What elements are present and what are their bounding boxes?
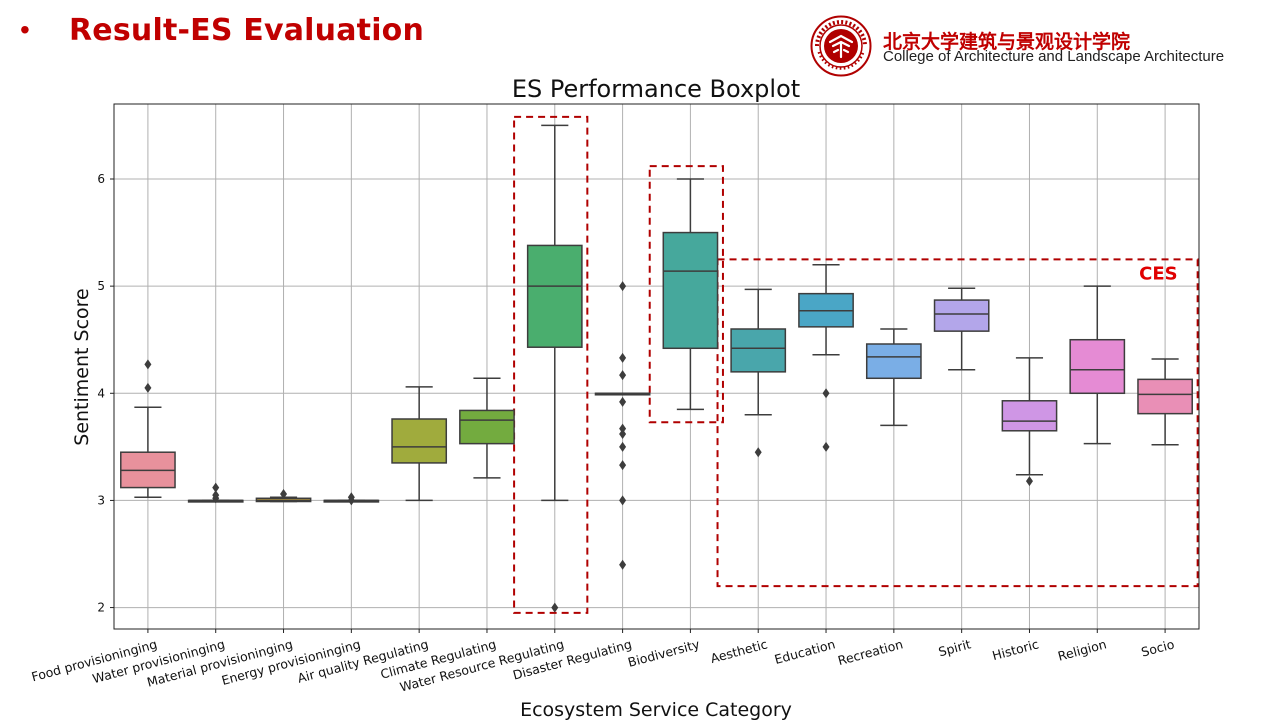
- outlier-point: [822, 441, 830, 452]
- outlier-point: [619, 423, 627, 434]
- box-iqr: [1001, 400, 1058, 432]
- y-tick-label: 6: [97, 172, 105, 186]
- outlier-point: [754, 447, 762, 458]
- box-iqr: [1069, 338, 1126, 395]
- box-group: [459, 377, 515, 479]
- y-tick-label: 3: [97, 493, 105, 507]
- highlight-label: CES: [1139, 263, 1177, 284]
- box-group: [526, 124, 583, 613]
- outlier-point: [822, 388, 830, 399]
- outlier-point: [212, 482, 220, 493]
- box-group: [187, 482, 244, 504]
- box-group: [255, 489, 312, 503]
- outlier-point: [551, 602, 559, 613]
- box-iqr: [1137, 378, 1193, 415]
- box-group: [120, 359, 176, 498]
- chart-title: ES Performance Boxplot: [512, 75, 800, 103]
- box-iqr: [459, 409, 515, 445]
- outlier-point: [619, 370, 627, 381]
- x-tick-label: Education: [773, 636, 837, 667]
- box-iqr: [662, 231, 719, 350]
- y-axis-label: Sentiment Score: [71, 288, 93, 445]
- x-tick-label: Historic: [991, 636, 1041, 663]
- box-group: [391, 386, 448, 502]
- bullet: •: [20, 14, 30, 45]
- box-group: [730, 288, 787, 458]
- box-group: [798, 263, 854, 452]
- box-group: [933, 287, 990, 371]
- outlier-point: [619, 441, 627, 452]
- box-group: [1069, 285, 1126, 445]
- box-group: [323, 492, 380, 506]
- outlier-point: [1025, 476, 1033, 487]
- x-tick-label: Recreation: [836, 636, 904, 668]
- x-axis-label: Ecosystem Service Category: [520, 699, 792, 720]
- outlier-point: [619, 281, 627, 292]
- outlier-point: [347, 492, 355, 503]
- slide-title: Result-ES Evaluation: [69, 13, 425, 48]
- outlier-point: [144, 359, 152, 370]
- outlier-point: [619, 352, 627, 363]
- plot-frame: [113, 103, 1200, 630]
- box-group: [1137, 358, 1193, 446]
- outlier-point: [619, 559, 627, 570]
- box-group: [662, 178, 719, 411]
- box-group: [865, 328, 922, 427]
- y-tick-label: 2: [97, 601, 105, 615]
- x-tick-label: Socio: [1140, 636, 1176, 659]
- outlier-point: [619, 396, 627, 407]
- box-iqr: [391, 418, 448, 464]
- peking-university-seal-icon: [810, 15, 872, 77]
- outlier-point: [280, 489, 288, 499]
- outlier-point: [619, 460, 627, 471]
- highlight-box: [648, 165, 724, 424]
- institution-name-cn: 北京大学建筑与景观设计学院: [883, 31, 1131, 53]
- institution-name-en: College of Architecture and Landscape Ar…: [883, 48, 1225, 65]
- outlier-point: [144, 382, 152, 393]
- x-tick-label: Aesthetic: [709, 636, 769, 666]
- x-tick-label: Religion: [1056, 636, 1108, 663]
- highlight-box: [716, 258, 1199, 588]
- y-tick-label: 5: [97, 279, 105, 293]
- box-group: [1001, 357, 1058, 487]
- box-iqr: [865, 343, 922, 380]
- x-tick-label: Biodiversity: [626, 636, 702, 670]
- box-iqr: [526, 244, 583, 348]
- box-group: [594, 281, 651, 570]
- outlier-point: [619, 495, 627, 506]
- highlight-box: [513, 115, 589, 614]
- box-iqr: [933, 299, 990, 332]
- y-tick-label: 4: [97, 386, 105, 400]
- outlier-point: [212, 490, 220, 501]
- outlier-point: [619, 429, 627, 439]
- box-iqr: [730, 328, 787, 373]
- x-tick-label: Spirit: [937, 636, 973, 659]
